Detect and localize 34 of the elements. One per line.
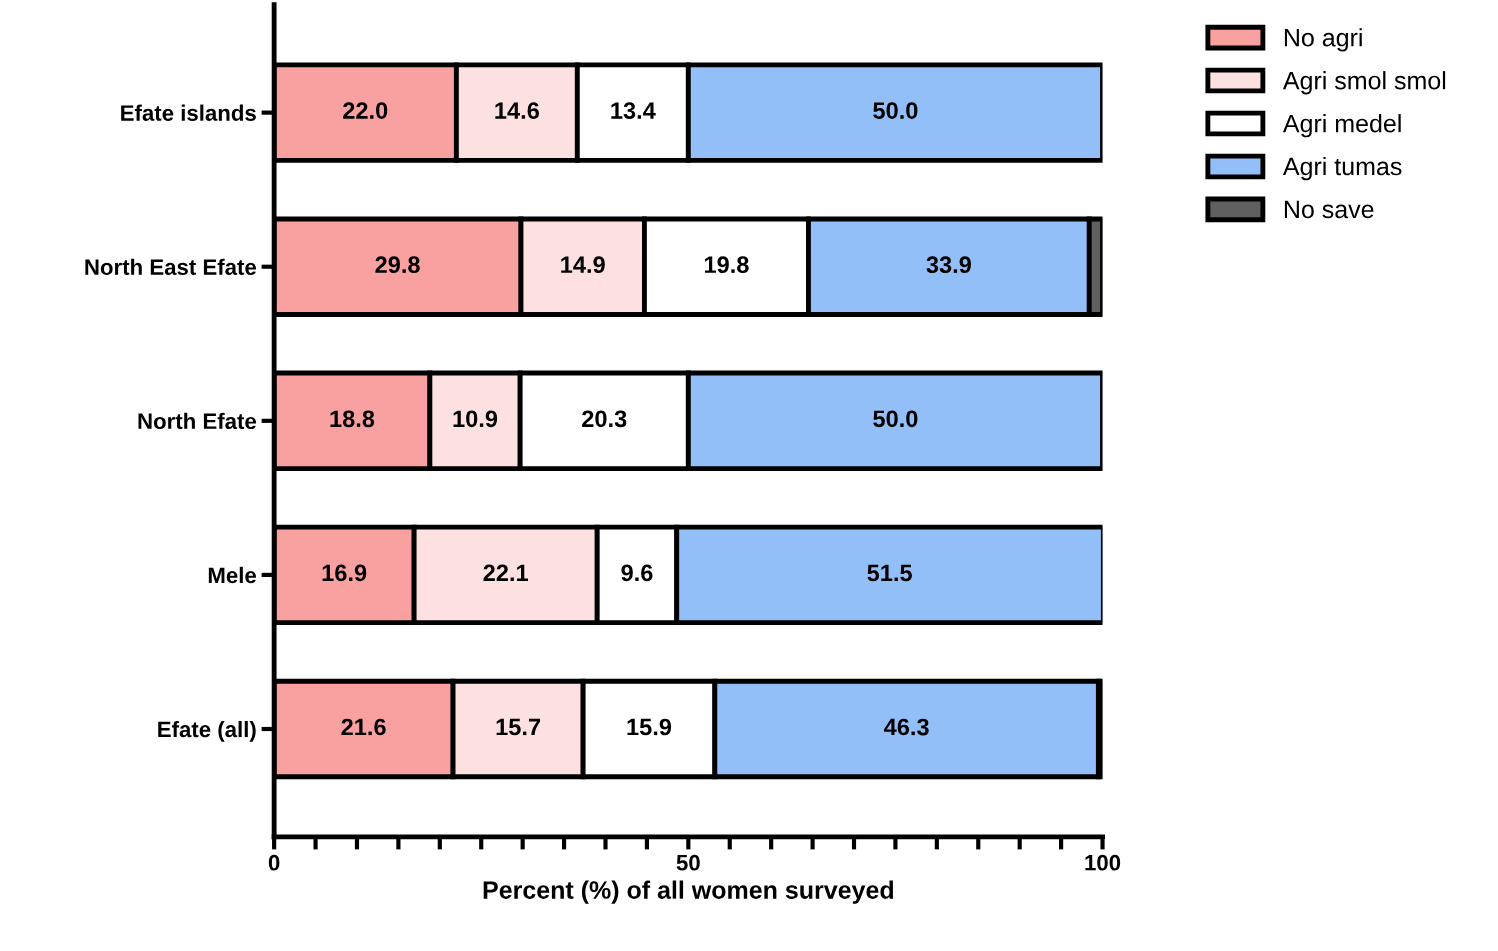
y-tick-label: Efate islands (121, 104, 256, 121)
data-label: 15.9 (627, 718, 672, 736)
data-label: 13.4 (611, 102, 656, 119)
data-label: 22.0 (343, 102, 388, 119)
data-label: 9.6 (621, 564, 653, 582)
data-label: 18.8 (330, 410, 375, 428)
y-tick-label: Mele (208, 566, 257, 584)
data-label: 50.0 (873, 410, 918, 428)
data-label: 16.9 (322, 564, 367, 582)
data-label: 10.9 (453, 410, 498, 428)
x-axis-title: Percent (%) of all women surveyed (483, 880, 894, 904)
data-label: 20.3 (582, 410, 627, 428)
data-label: 22.1 (483, 564, 528, 582)
x-tick-label: 0 (268, 854, 280, 871)
x-tick-label: 50 (676, 854, 700, 871)
data-label: 14.6 (495, 102, 539, 119)
data-label: 50.0 (873, 102, 918, 119)
y-tick-label: Efate (all) (158, 720, 256, 742)
data-label: 14.9 (561, 256, 605, 274)
data-label: 21.6 (341, 718, 386, 736)
legend-label: Agri smol smol (1282, 71, 1446, 95)
y-tick-label: North East Efate (85, 258, 257, 275)
data-label: 51.5 (867, 564, 912, 582)
data-label: 33.9 (926, 256, 971, 274)
legend-label: Agri medel (1282, 114, 1401, 138)
data-label: 15.7 (496, 718, 541, 736)
legend-label: No agri (1284, 28, 1362, 52)
y-tick-label: North Efate (138, 412, 257, 430)
x-tick-label: 100 (1085, 854, 1121, 871)
data-label: 19.8 (704, 256, 749, 274)
data-label: 29.8 (375, 256, 420, 274)
data-label: 46.3 (884, 718, 929, 736)
legend-label: Agri tumas (1282, 156, 1402, 181)
legend-label: No save (1284, 200, 1374, 219)
